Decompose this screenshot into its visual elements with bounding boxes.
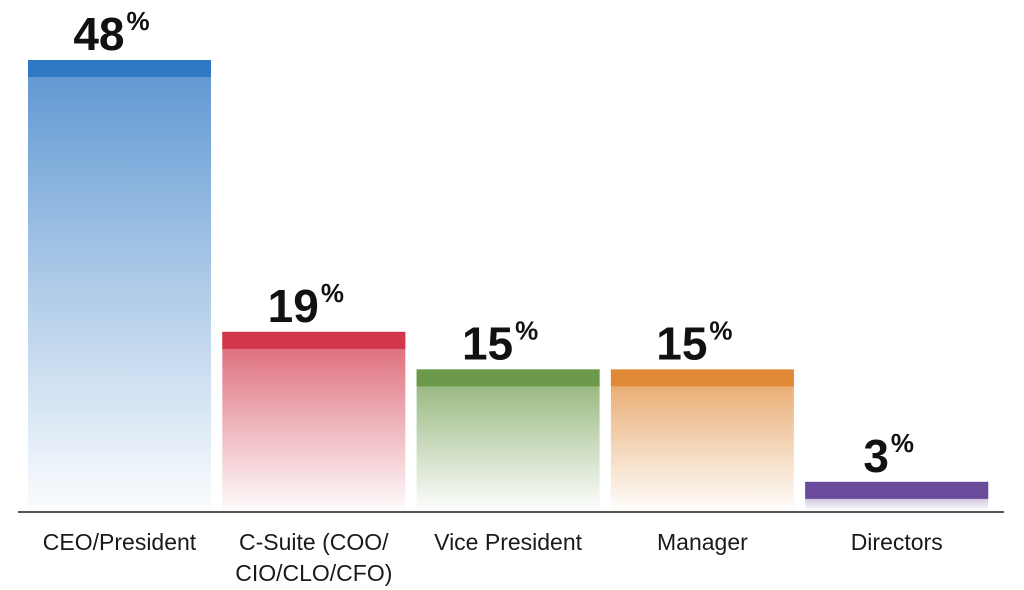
value-label-4: 3% <box>863 428 914 482</box>
bar-2 <box>416 369 600 510</box>
bar-cap-3 <box>610 369 794 387</box>
bar-cap-0 <box>28 60 211 77</box>
value-label-1: 19% <box>268 278 344 332</box>
value-label-3: 15% <box>656 315 732 369</box>
bar-0 <box>28 60 211 510</box>
category-label-2: Vice President <box>434 529 582 555</box>
bar-3 <box>610 369 794 510</box>
value-label-2: 15% <box>462 315 538 369</box>
bar-1 <box>222 331 406 510</box>
category-label-1: C-Suite (COO/CIO/CLO/CFO) <box>235 529 392 586</box>
category-label-4: Directors <box>851 529 943 555</box>
bars-layer <box>28 60 989 510</box>
bar-cap-2 <box>416 369 600 387</box>
labels-layer: 48% CEO/President 19% C-Suite (COO/CIO/CLO/… <box>43 6 943 586</box>
category-label-3: Manager <box>657 529 748 555</box>
value-label-0: 48% <box>73 6 149 60</box>
bar-cap-4 <box>805 481 989 499</box>
bar-cap-1 <box>222 331 406 349</box>
category-label-0: CEO/President <box>43 529 197 555</box>
